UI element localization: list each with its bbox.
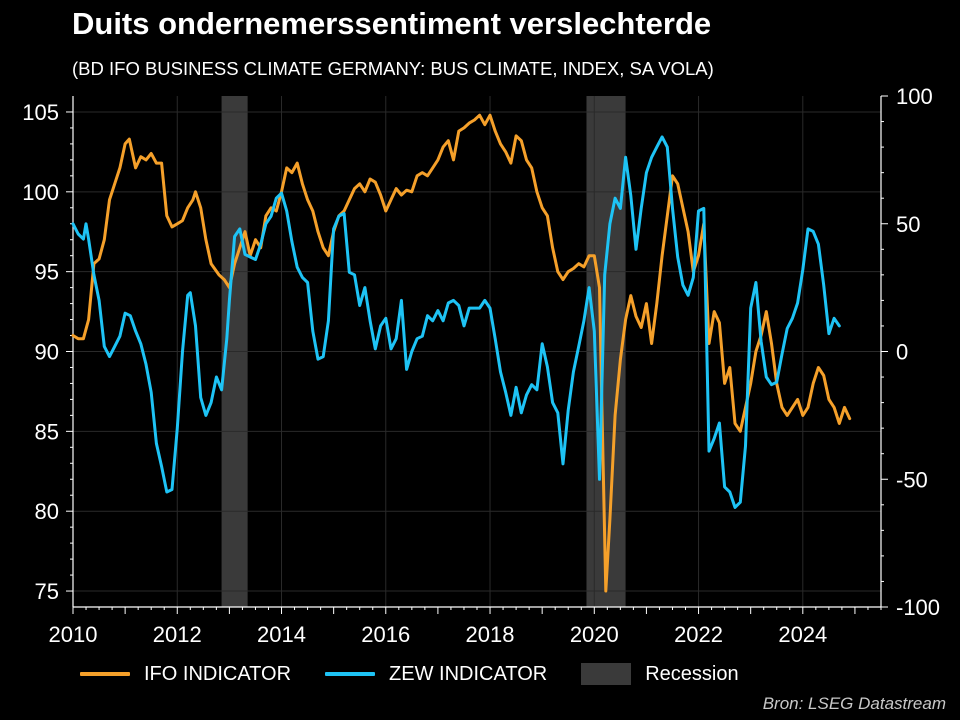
y-right-tick-label: -100 — [896, 595, 940, 620]
y-right-tick-label: 0 — [896, 340, 908, 365]
y-left-tick-label: 105 — [22, 100, 59, 125]
legend-swatch-zew — [325, 672, 376, 676]
series-lines — [71, 113, 852, 593]
y-left-tick-label: 90 — [35, 340, 59, 365]
chart-title: Duits ondernemerssentiment verslechterde — [72, 6, 712, 41]
y-right-tick-label: 100 — [896, 84, 933, 109]
legend-swatch-recession — [581, 663, 632, 685]
chart-legend: IFO INDICATOR ZEW INDICATOR Recession — [80, 660, 773, 688]
legend-item-recession: Recession — [581, 662, 739, 686]
y-left-tick-label: 80 — [35, 499, 59, 524]
legend-item-ifo: IFO INDICATOR — [80, 663, 291, 686]
x-tick-label: 2012 — [153, 622, 202, 647]
axes: 75 80 85 90 95 100 105 -100 -50 0 50 100 2010 2012 201… — [22, 84, 940, 647]
gridlines — [72, 96, 881, 607]
x-tick-label: 2022 — [674, 622, 723, 647]
x-tick-label: 2020 — [570, 622, 619, 647]
x-tick-label: 2010 — [49, 622, 98, 647]
y-left-tick-label: 75 — [35, 579, 59, 604]
ifo-series-line — [71, 113, 852, 593]
source-note: Bron: LSEG Datastream — [762, 694, 946, 713]
y-right-tick-label: -50 — [896, 467, 928, 492]
legend-swatch-ifo — [80, 672, 130, 676]
x-tick-label: 2024 — [778, 622, 827, 647]
legend-item-zew: ZEW INDICATOR — [325, 663, 547, 686]
y-left-tick-label: 95 — [35, 260, 59, 285]
x-tick-label: 2014 — [257, 622, 306, 647]
x-tick-label: 2016 — [361, 622, 410, 647]
legend-label-ifo: IFO INDICATOR — [144, 662, 292, 685]
y-left-tick-label: 100 — [22, 180, 59, 205]
y-right-tick-label: 50 — [896, 212, 920, 237]
zew-series-line — [71, 135, 841, 509]
legend-label-recession: Recession — [645, 662, 739, 685]
x-tick-label: 2018 — [466, 622, 515, 647]
legend-label-zew: ZEW INDICATOR — [389, 662, 548, 685]
y-left-tick-label: 85 — [35, 419, 59, 444]
chart-subtitle: (BD IFO BUSINESS CLIMATE GERMANY: BUS CL… — [72, 58, 714, 79]
